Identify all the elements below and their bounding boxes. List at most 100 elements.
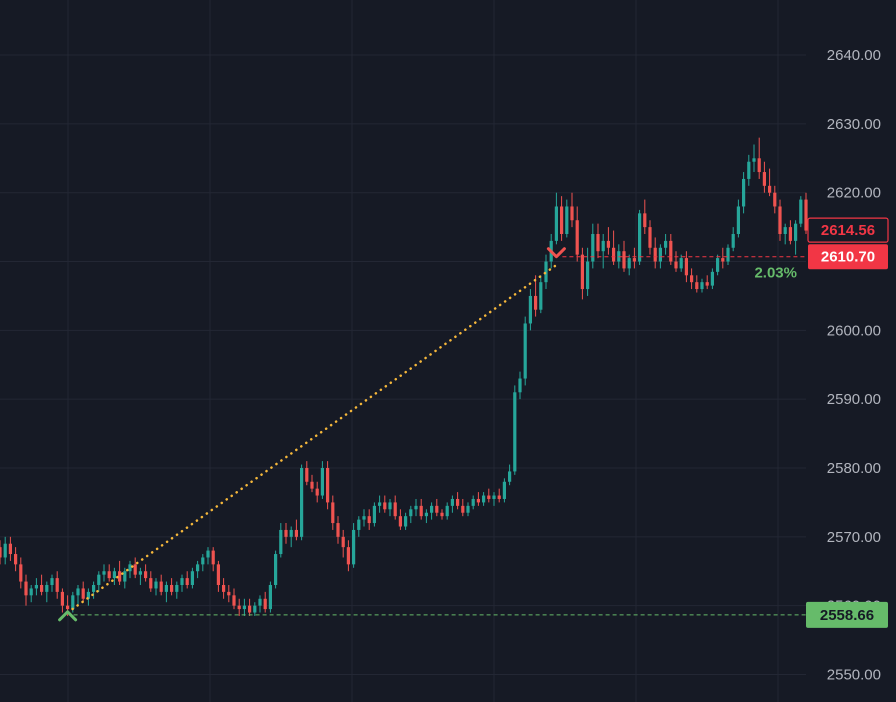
candle-body: [560, 206, 564, 234]
candle-body: [144, 571, 148, 579]
candle: [580, 247, 584, 300]
candle-body: [700, 282, 704, 290]
candle-body: [627, 258, 631, 269]
candle-body: [388, 502, 392, 510]
candle-body: [554, 206, 558, 241]
candle: [773, 185, 777, 214]
price-tick-label: 2620.00: [827, 185, 881, 202]
candle: [268, 581, 272, 613]
candle: [752, 144, 756, 173]
candle-body: [601, 240, 605, 252]
candle-body: [216, 564, 220, 585]
candle: [482, 492, 486, 506]
candle-body: [674, 261, 678, 269]
candle-body: [3, 543, 7, 558]
candle: [716, 254, 720, 276]
candle: [352, 523, 356, 568]
candle: [575, 206, 579, 262]
candle: [508, 464, 512, 486]
candle-body: [424, 512, 428, 517]
candle-body: [570, 206, 574, 221]
candle-body: [133, 564, 137, 575]
candle: [346, 540, 350, 572]
price-tag-high: 2614.56: [807, 217, 889, 243]
candle: [258, 595, 262, 613]
candle-body: [284, 529, 288, 537]
candle-body: [528, 295, 532, 324]
price-tag-low-label: 2558.66: [820, 607, 874, 624]
candle-body: [326, 468, 330, 503]
candle: [497, 488, 501, 503]
candle: [534, 275, 538, 317]
candle: [107, 564, 111, 582]
candle: [742, 172, 746, 214]
candle: [372, 502, 376, 527]
candle-body: [502, 481, 506, 499]
candle: [565, 199, 569, 238]
candle-body: [331, 502, 335, 524]
candle: [190, 567, 194, 589]
candle: [721, 247, 725, 269]
trend-line: [66, 263, 558, 614]
candle: [232, 588, 236, 610]
candle: [560, 196, 564, 241]
candle: [388, 498, 392, 517]
candle: [554, 192, 558, 245]
candle-body: [456, 498, 460, 506]
candle: [50, 574, 54, 592]
candle-body: [653, 247, 657, 262]
candle-body: [185, 578, 189, 585]
candle-body: [118, 571, 122, 582]
candle-body: [81, 588, 85, 599]
candle-body: [664, 240, 668, 248]
candle-body: [71, 595, 75, 610]
candle-body: [679, 258, 683, 269]
candle-body: [305, 468, 309, 482]
candle: [783, 223, 787, 245]
candle-body: [0, 547, 2, 558]
candle-body: [164, 585, 168, 592]
candle-body: [346, 547, 350, 565]
price-tick-label: 2570.00: [827, 529, 881, 546]
candle: [518, 371, 522, 400]
candle: [684, 251, 688, 283]
candle: [513, 385, 517, 475]
grid-lines: [0, 0, 806, 702]
candle-body: [263, 598, 267, 610]
candle-body: [632, 258, 636, 262]
candle-body: [544, 261, 548, 283]
candle: [679, 254, 683, 272]
drawing-overlays: [58, 247, 806, 622]
candle: [570, 192, 574, 228]
candle: [320, 461, 324, 499]
candle-body: [450, 498, 454, 506]
candle-body: [76, 588, 80, 596]
candle: [253, 602, 257, 616]
candle-body: [320, 468, 324, 496]
candle-body: [206, 550, 210, 558]
candle-body: [658, 247, 662, 262]
candle: [664, 234, 668, 255]
candle-body: [778, 206, 782, 234]
candle: [601, 234, 605, 269]
candle-body: [383, 502, 387, 510]
candle-body: [794, 223, 798, 241]
candle: [471, 495, 475, 510]
candle-body: [40, 585, 44, 592]
candle-body: [149, 578, 153, 589]
candle-body: [445, 505, 449, 517]
candle: [632, 247, 636, 269]
candle: [747, 154, 751, 186]
candle: [398, 509, 402, 530]
candle: [622, 240, 626, 272]
candle-body: [352, 529, 356, 565]
candle: [180, 574, 184, 592]
candle-body: [523, 323, 527, 379]
candle: [383, 495, 387, 513]
candle-body: [14, 554, 18, 565]
candle: [648, 220, 652, 255]
candle: [409, 505, 413, 524]
candle-body: [513, 392, 517, 472]
candle-body: [315, 488, 319, 496]
